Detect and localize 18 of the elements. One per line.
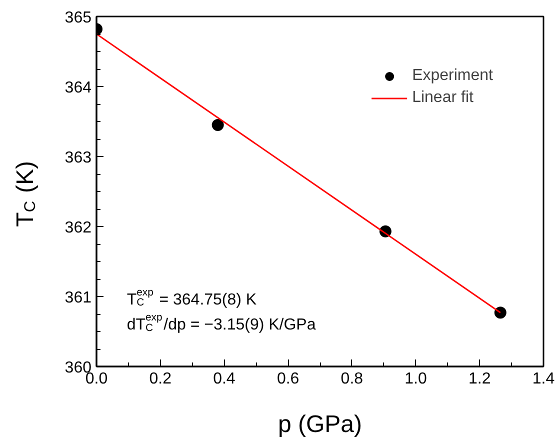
x-tick-label: 0.2: [149, 370, 172, 388]
x-tick-label: 0.4: [213, 370, 236, 388]
legend-label: Linear fit: [412, 89, 474, 107]
y-tick-label: 364: [64, 80, 92, 96]
x-tick-label: 1.0: [404, 370, 428, 388]
legend-label: Experiment: [412, 67, 493, 85]
x-tick-label: 1.2: [468, 370, 491, 388]
y-axis-title: TC (K): [12, 161, 39, 227]
point: [212, 119, 224, 131]
y-tick-label: 363: [64, 150, 92, 166]
y-tick-label: 361: [64, 290, 92, 306]
x-tick-label: 0.8: [340, 370, 364, 388]
y-tick-label: 362: [64, 220, 92, 236]
point: [494, 306, 506, 319]
x-tick-label: 1.4: [532, 370, 555, 388]
x-tick-label: 0.6: [276, 370, 300, 388]
y-tick-label: 365: [64, 10, 92, 26]
x-axis-title: p (GPa): [278, 411, 362, 438]
